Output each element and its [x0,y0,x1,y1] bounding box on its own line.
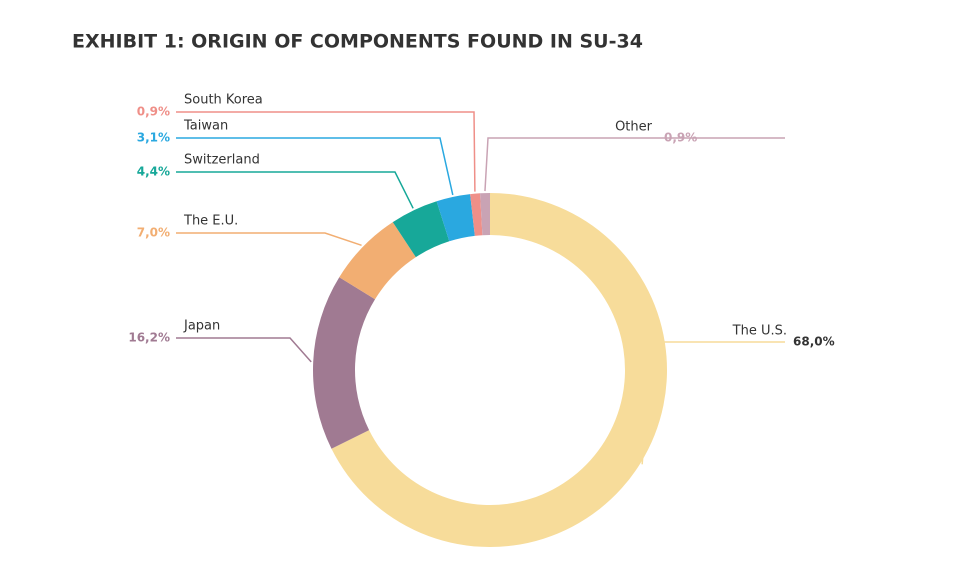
value-label: 3,1% [137,131,170,145]
leader-line [176,232,362,247]
leader-line [176,111,476,192]
legend-label: Switzerland [184,153,260,168]
legend-label: The U.S. [732,324,787,339]
slice [470,193,483,236]
value-label: 16,2% [128,331,170,345]
slice [480,193,490,236]
leader-line [484,137,785,192]
value-label: 4,4% [137,165,170,179]
leader-line [176,337,312,363]
leader-line [176,171,414,209]
legend-label: Taiwan [183,119,228,134]
value-label: 0,9% [664,131,697,145]
value-label: 68,0% [793,335,835,349]
leader-line [641,341,785,465]
slice [436,194,475,242]
value-label: 0,9% [137,105,170,119]
value-label: 7,0% [137,226,170,240]
chart-title: EXHIBIT 1: ORIGIN OF COMPONENTS FOUND IN… [72,31,643,53]
slice [392,201,450,258]
slice [312,277,376,449]
legend-label: Japan [183,319,220,334]
legend-label: The E.U. [183,214,238,229]
legend-label: South Korea [184,93,263,108]
slice [339,222,416,300]
leader-line [176,137,454,196]
legend-label: Other [615,120,653,135]
